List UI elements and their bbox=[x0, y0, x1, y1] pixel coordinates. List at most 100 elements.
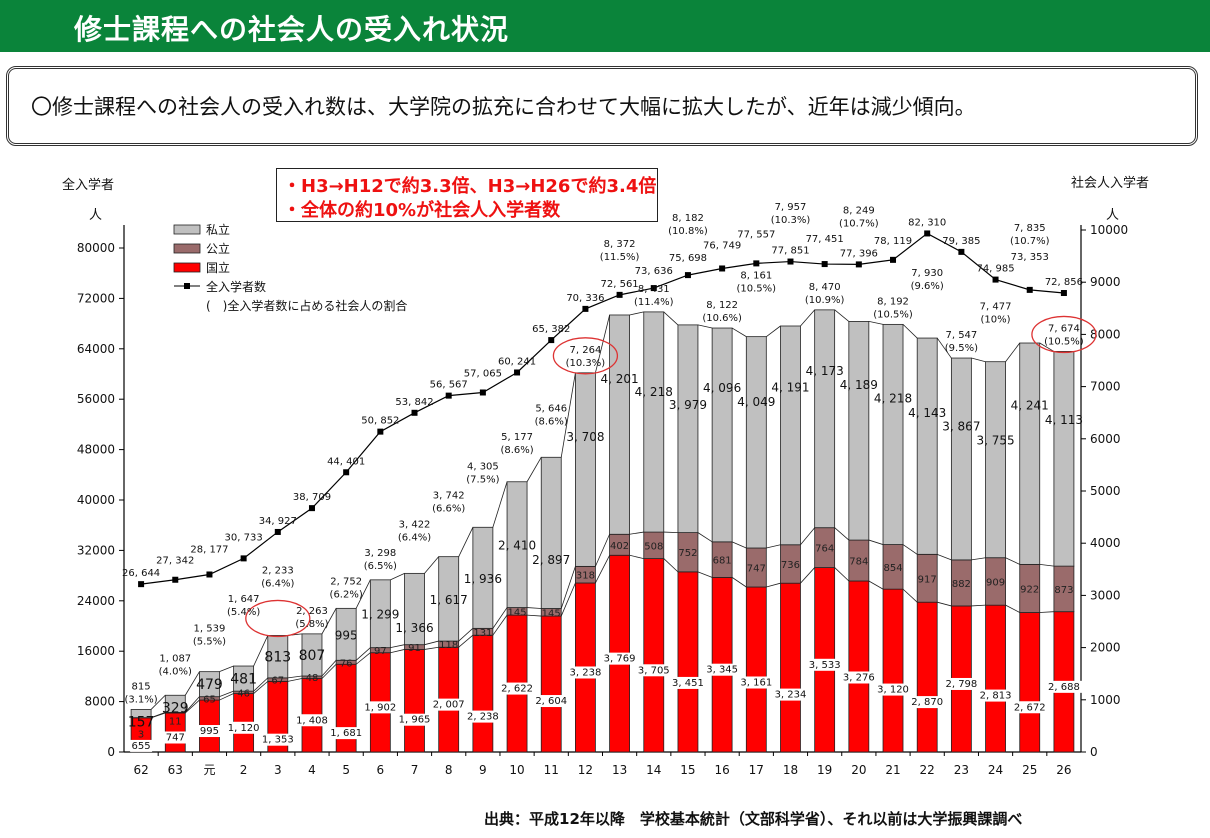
label-private: 4, 218 bbox=[874, 391, 912, 405]
label-public: 747 bbox=[747, 563, 766, 574]
label-private: 813 bbox=[264, 650, 291, 666]
label-public: 145 bbox=[508, 607, 527, 618]
bar-private bbox=[1019, 342, 1041, 565]
left-axis-title: 全入学者 bbox=[62, 178, 115, 193]
line-marker bbox=[855, 261, 862, 268]
label-total: 2, 263 bbox=[296, 606, 328, 617]
line-value-label: 76, 749 bbox=[703, 240, 741, 251]
connector-public bbox=[287, 675, 303, 679]
label-ratio: (6.4%) bbox=[261, 578, 294, 589]
x-tick-label: 17 bbox=[749, 763, 764, 777]
connector-national bbox=[868, 580, 884, 590]
source-note: 出典：平成12年以降 学校基本統計（文部科学省）、それ以前は大学振興課調べ bbox=[484, 810, 1023, 828]
connector-national bbox=[1005, 604, 1020, 613]
connector-total bbox=[492, 481, 508, 528]
label-public: 97 bbox=[374, 646, 387, 657]
line-marker bbox=[958, 248, 965, 255]
label-ratio: (10.5%) bbox=[873, 309, 913, 320]
label-ratio: (10%) bbox=[981, 315, 1011, 326]
line-value-label: 65, 382 bbox=[532, 324, 570, 335]
x-tick-label: 14 bbox=[646, 763, 661, 777]
label-bg bbox=[873, 683, 914, 696]
left-tick-label: 72000 bbox=[77, 291, 115, 305]
label-total: 2, 233 bbox=[262, 565, 294, 576]
line-total-enrollment bbox=[141, 232, 1064, 585]
line-marker bbox=[719, 265, 726, 272]
label-ratio: (10.6%) bbox=[702, 313, 742, 324]
x-tick-label: 6 bbox=[377, 763, 385, 777]
line-value-label: 60, 241 bbox=[498, 356, 536, 367]
label-total: 3, 742 bbox=[433, 491, 465, 502]
x-tick-label: 15 bbox=[680, 763, 695, 777]
connector-total bbox=[629, 311, 644, 316]
left-tick-label: 64000 bbox=[77, 342, 115, 356]
label-bg bbox=[736, 676, 777, 689]
label-national: 3, 234 bbox=[775, 690, 807, 701]
connector-total bbox=[1039, 342, 1055, 352]
right-tick-label: 0 bbox=[1090, 745, 1098, 759]
line-marker bbox=[890, 256, 897, 263]
left-tick-label: 32000 bbox=[77, 543, 115, 557]
label-private: 329 bbox=[162, 700, 189, 716]
label-national: 2, 688 bbox=[1048, 682, 1080, 693]
line-value-label: 30, 733 bbox=[225, 532, 263, 543]
legend-swatch bbox=[173, 262, 201, 273]
connector-national bbox=[971, 604, 986, 607]
x-tick-label: 16 bbox=[714, 763, 729, 777]
label-ratio: (10.7%) bbox=[1010, 236, 1050, 247]
annotation-box: ・H3→H12で約3.3倍、H3→H26で約3.4倍 ・全体の約10%が社会人入… bbox=[276, 168, 658, 222]
label-public: 118 bbox=[439, 640, 458, 651]
line-marker bbox=[514, 369, 521, 376]
line-value-label: 44, 401 bbox=[327, 456, 365, 467]
connector-total bbox=[253, 635, 269, 667]
label-ratio: (6.4%) bbox=[398, 532, 431, 543]
connector-national bbox=[1039, 611, 1054, 613]
line-value-label: 73, 636 bbox=[635, 266, 673, 277]
label-bg bbox=[702, 663, 743, 676]
connector-national bbox=[424, 646, 439, 650]
label-ratio: (8.6%) bbox=[535, 416, 568, 427]
label-total: 8, 161 bbox=[740, 271, 772, 282]
legend-label: 公立 bbox=[206, 241, 230, 256]
right-tick-label: 6000 bbox=[1090, 432, 1121, 446]
bar-private bbox=[882, 323, 904, 545]
left-axis-unit: 人 bbox=[89, 208, 103, 223]
line-marker bbox=[1026, 286, 1033, 293]
legend-swatch bbox=[173, 243, 201, 254]
label-ratio: (5.8%) bbox=[295, 619, 328, 630]
x-tick-label: 3 bbox=[274, 763, 282, 777]
x-tick-label: 元 bbox=[203, 763, 215, 777]
label-total: 1, 087 bbox=[159, 653, 191, 664]
line-marker bbox=[821, 261, 828, 268]
line-marker bbox=[924, 230, 931, 237]
legend-label: 私立 bbox=[206, 222, 230, 237]
right-tick-label: 2000 bbox=[1090, 641, 1121, 655]
connector-national bbox=[287, 678, 303, 682]
bar-national bbox=[916, 601, 938, 753]
line-value-label: 72, 856 bbox=[1045, 277, 1083, 288]
bar-private bbox=[814, 309, 836, 529]
label-total: 7, 835 bbox=[1014, 223, 1046, 234]
connector-total bbox=[526, 457, 542, 482]
connector-total bbox=[150, 694, 166, 710]
bar-private bbox=[985, 361, 1006, 559]
legend-swatch bbox=[173, 224, 201, 235]
label-private: 4, 143 bbox=[908, 406, 946, 420]
label-private: 4, 049 bbox=[737, 395, 775, 409]
highlight-ellipse bbox=[245, 599, 311, 638]
label-private: 1, 366 bbox=[395, 621, 433, 635]
label-total: 8, 192 bbox=[877, 296, 909, 307]
label-private: 481 bbox=[230, 672, 257, 688]
bar-private bbox=[130, 709, 152, 719]
connector-public bbox=[253, 677, 269, 692]
connector-total bbox=[936, 337, 952, 359]
bar-national bbox=[643, 558, 665, 753]
label-total: 5, 646 bbox=[535, 403, 567, 414]
left-tick-label: 40000 bbox=[77, 493, 115, 507]
label-public: 145 bbox=[542, 608, 561, 619]
x-tick-label: 7 bbox=[411, 763, 419, 777]
label-bg bbox=[428, 698, 469, 711]
line-value-label: 77, 851 bbox=[771, 246, 809, 257]
line-value-label: 75, 698 bbox=[669, 253, 707, 264]
x-tick-label: 8 bbox=[445, 763, 453, 777]
